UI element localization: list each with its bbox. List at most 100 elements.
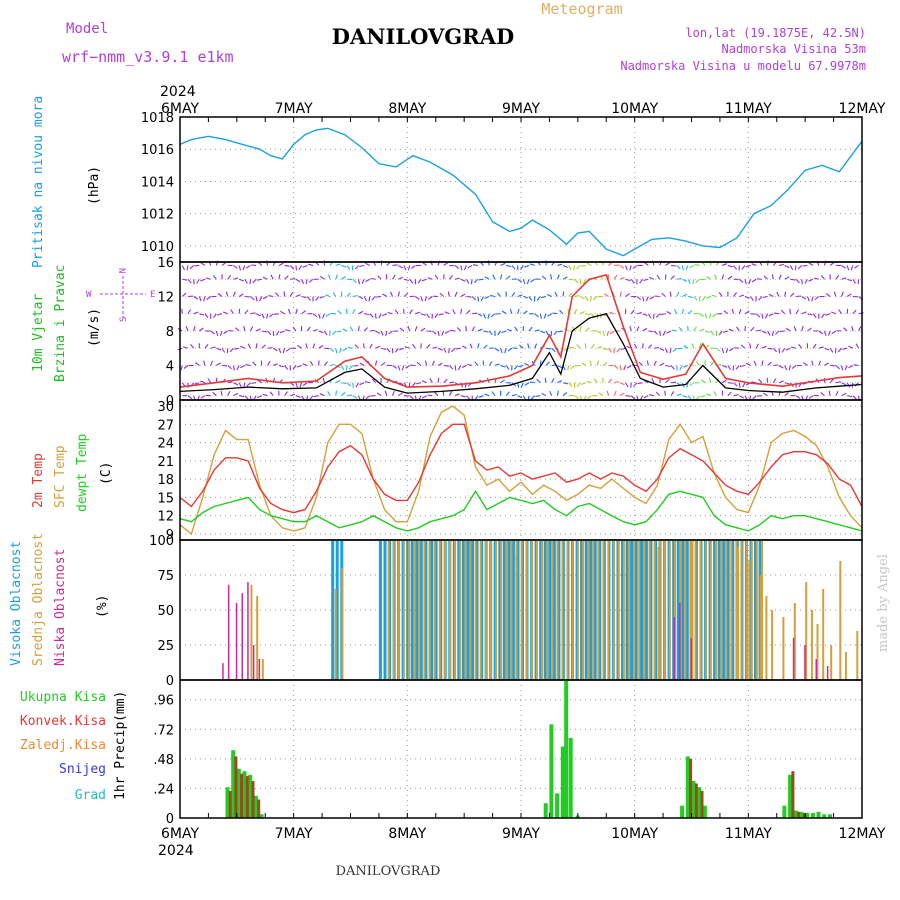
wind-arrow (312, 328, 318, 332)
wind-arrow (364, 380, 370, 384)
wind-arrow (261, 344, 266, 349)
wind-arrow (574, 395, 579, 399)
wind-arrow (488, 361, 493, 366)
elevation-label: Nadmorska Visina 53m (722, 42, 867, 56)
cloud-high-bar (406, 540, 410, 680)
wind-arrow (205, 277, 211, 280)
wind-arrow (245, 264, 251, 269)
wind-arrow (420, 327, 426, 332)
wind-arrow (656, 274, 661, 280)
wind-arrow (665, 364, 671, 368)
wind-arrow (251, 382, 257, 384)
wind-arrow (843, 327, 848, 332)
cloud-mid-bar (525, 540, 528, 680)
wind-arrow (609, 330, 615, 335)
wind-arrow (375, 330, 381, 334)
cloud-high-bar (625, 540, 629, 680)
pressure-line (179, 127, 863, 257)
wind-arrow (842, 347, 848, 350)
wind-arrow (752, 395, 757, 400)
cloud-mid-bar (520, 540, 523, 680)
cloud-mid-bar (638, 540, 641, 680)
wind-arrow (545, 361, 550, 366)
wind-arrow (212, 313, 217, 319)
wind-arrow (666, 311, 672, 315)
cloud-mid-bar (657, 547, 660, 680)
wind-arrow (369, 313, 374, 318)
wind-arrow (500, 379, 505, 384)
day-label-top: 6MAY (161, 101, 199, 117)
wind-arrow (644, 261, 649, 266)
precip-total-bar (543, 803, 548, 818)
wind-arrow (827, 330, 831, 336)
wind-arrow (586, 380, 592, 384)
wind-arrow (415, 311, 421, 315)
wind-arrow (517, 308, 520, 314)
cloud-mid-bar (805, 582, 808, 680)
cloud-mid-bar (250, 584, 253, 680)
wind-arrow (352, 278, 357, 283)
wind-arrow (619, 392, 625, 397)
cloud-high-bar (383, 540, 387, 680)
cloud-mid-bar (438, 540, 441, 680)
wind-arrow (308, 263, 314, 266)
wind-arrow (385, 274, 388, 280)
wind-arrow (501, 330, 507, 334)
wind-arrow (424, 360, 428, 366)
wind-arrow (735, 365, 740, 370)
wind-arrow (397, 365, 401, 371)
wind-arrow (591, 343, 595, 349)
wind-arrow (725, 348, 729, 354)
precip-convective-bar (689, 758, 693, 818)
wind-arrow (227, 381, 233, 384)
cloud-mid-bar (546, 540, 549, 680)
wind-arrow (791, 365, 797, 370)
wind-arrow (238, 293, 244, 297)
wind-arrow (733, 292, 738, 297)
cloud-low-bar (690, 638, 692, 680)
wind-arrow (739, 364, 746, 368)
wind-arrow (200, 262, 206, 266)
wind-arrow (247, 343, 251, 349)
wind-arrow (643, 395, 649, 399)
wind-arrow (536, 296, 541, 301)
cloud-mid-bar (761, 540, 763, 680)
wind-arrow (257, 379, 263, 384)
cloud-mid-bar (464, 540, 467, 680)
wind-arrow (368, 296, 371, 302)
wind-arrow (338, 348, 342, 354)
wind-arrow (331, 330, 337, 336)
precip-ytick-label: .48 (153, 753, 174, 768)
wind-arrow (346, 382, 351, 387)
cloud-low-bar (258, 659, 261, 680)
wind-arrow (825, 293, 831, 297)
wind-arrow (702, 296, 706, 301)
cloud-ytick-label: 100 (149, 534, 174, 549)
wind-arrow (414, 326, 418, 332)
wind-arrow (354, 265, 359, 270)
wind-arrow (838, 309, 842, 315)
wind-arrow (301, 279, 305, 285)
wind-arrow (477, 343, 480, 349)
wind-arrow (820, 391, 825, 397)
wind-arrow (295, 382, 298, 388)
wind-arrow (364, 313, 370, 316)
wind-arrow (260, 360, 263, 366)
cloud-high-bar (598, 540, 602, 680)
cloud-mid-bar (556, 540, 559, 680)
wind-arrow (369, 329, 375, 332)
cloud-high-bar (685, 540, 689, 680)
wind-arrow (500, 274, 503, 280)
wind-arrow (494, 347, 500, 352)
pressure-frame (179, 116, 863, 263)
wind-arrow (647, 344, 653, 349)
wind-arrow (729, 347, 734, 352)
cloud-mid-bar (597, 540, 600, 680)
wind-arrow (568, 278, 574, 281)
day-label-bottom: 12MAY (839, 826, 886, 842)
cloud-high-bar (634, 540, 638, 680)
wind-arrow (239, 395, 245, 398)
wind-arrow (790, 292, 795, 297)
cloud-high-bar (630, 540, 634, 680)
